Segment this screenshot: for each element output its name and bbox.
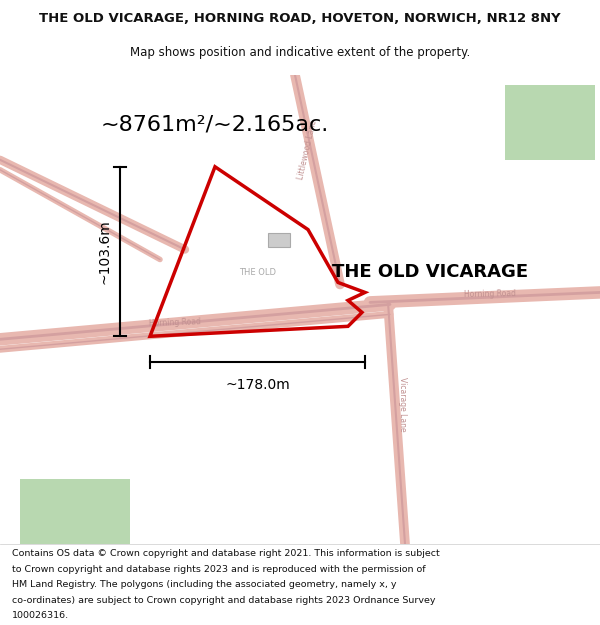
Text: ~103.6m: ~103.6m xyxy=(98,219,112,284)
Text: THE OLD VICARAGE, HORNING ROAD, HOVETON, NORWICH, NR12 8NY: THE OLD VICARAGE, HORNING ROAD, HOVETON,… xyxy=(39,12,561,25)
Text: 100026316.: 100026316. xyxy=(12,611,69,620)
Text: Contains OS data © Crown copyright and database right 2021. This information is : Contains OS data © Crown copyright and d… xyxy=(12,549,440,559)
Text: Littlewood Lane: Littlewood Lane xyxy=(296,119,318,181)
Text: Horning Road: Horning Road xyxy=(149,317,201,328)
Text: THE OLD: THE OLD xyxy=(239,268,277,277)
Bar xyxy=(20,479,130,544)
Text: Vicarage Lane: Vicarage Lane xyxy=(398,377,407,431)
Bar xyxy=(268,232,290,246)
Bar xyxy=(505,85,595,160)
Text: ~178.0m: ~178.0m xyxy=(225,378,290,392)
Text: ~8761m²/~2.165ac.: ~8761m²/~2.165ac. xyxy=(101,115,329,135)
Text: Map shows position and indicative extent of the property.: Map shows position and indicative extent… xyxy=(130,46,470,59)
Text: to Crown copyright and database rights 2023 and is reproduced with the permissio: to Crown copyright and database rights 2… xyxy=(12,565,425,574)
Text: co-ordinates) are subject to Crown copyright and database rights 2023 Ordnance S: co-ordinates) are subject to Crown copyr… xyxy=(12,596,436,605)
Text: THE OLD VICARAGE: THE OLD VICARAGE xyxy=(332,264,528,281)
Text: Horning Road: Horning Road xyxy=(464,289,516,299)
Text: HM Land Registry. The polygons (including the associated geometry, namely x, y: HM Land Registry. The polygons (includin… xyxy=(12,580,397,589)
